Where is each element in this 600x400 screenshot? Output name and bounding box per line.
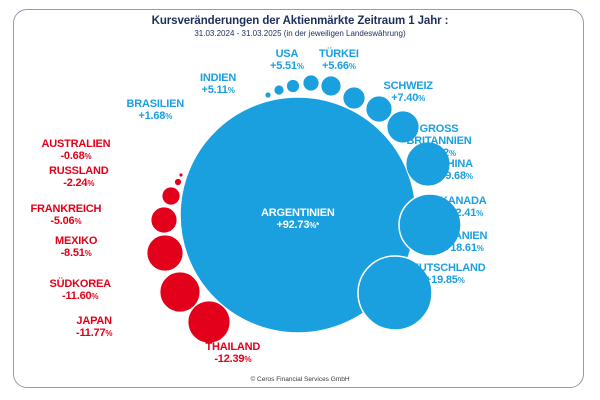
bubble-schweiz <box>320 75 342 97</box>
label-name: THAILAND <box>205 341 261 353</box>
label-name: SCHWEIZ <box>383 80 434 92</box>
label-name: JAPAN <box>76 315 112 327</box>
label-value: +5.11% <box>201 84 235 96</box>
label-value: +5.51% <box>270 60 304 72</box>
bubble-russland <box>174 178 182 186</box>
label-value: +19.85% <box>424 274 465 286</box>
label-kanada: KANADA +12.41% <box>440 195 487 220</box>
label-argentinien: ARGENTINIEN +92.73%* <box>261 207 335 232</box>
label-usa: USA +5.51% <box>270 48 304 73</box>
label-value: -2.24% <box>63 177 95 189</box>
label-name: ARGENTINIEN <box>261 207 335 219</box>
label-name: RUSSLAND <box>49 165 109 177</box>
label-schweiz: SCHWEIZ +7.40% <box>383 80 434 105</box>
label-name: DEUTSCHLAND <box>404 262 486 274</box>
bubble-china <box>386 110 420 144</box>
label-name: KANADA <box>440 195 487 207</box>
bubble-mexiko <box>150 206 178 234</box>
chart-title: Kursveränderungen der Aktienmärkte Zeitr… <box>151 15 449 27</box>
label-name: TÜRKEI <box>319 48 359 60</box>
bubble-indien <box>273 84 285 96</box>
label-name: FRANKREICH <box>30 203 102 215</box>
bubble-china <box>365 95 393 123</box>
copyright-footer: © Ceros Financial Services GmbH <box>250 376 350 383</box>
label-name: CHINA <box>439 158 473 170</box>
label-thailand: THAILAND -12.39% <box>206 341 261 366</box>
label-spanien: SPANIEN +18.61% <box>441 230 488 255</box>
bubble-japan <box>159 271 201 313</box>
label-value: +7.40% <box>391 92 426 104</box>
bubble-deutschland <box>357 255 433 331</box>
label-name: USA <box>275 48 299 60</box>
label-value: -11.60% <box>62 290 99 302</box>
bubble-thailand <box>187 300 231 344</box>
label-mexiko: MEXIKO -8.51% <box>55 235 97 260</box>
bubble-türkei <box>302 74 320 92</box>
label-japan: JAPAN -11.77% <box>76 315 113 340</box>
bubble-kanada <box>405 141 451 187</box>
label-deutschland: DEUTSCHLAND +19.85% <box>404 262 486 287</box>
label-value: +7.92% <box>422 147 456 159</box>
label-value: -11.77% <box>76 327 113 339</box>
label-value: +5.66% <box>321 60 356 72</box>
label-value: +9.68% <box>439 170 473 182</box>
label-australien: AUSTRALIEN -0.68% <box>42 138 111 163</box>
label-name: MEXIKO <box>55 235 98 247</box>
label-value: -12.39% <box>214 353 252 365</box>
bubble-australien <box>178 172 184 178</box>
chart-frame <box>13 9 584 388</box>
label-value: -8.51% <box>60 247 92 259</box>
label-name-line2: BRITANNIEN <box>406 135 472 147</box>
label-name: AUSTRALIEN <box>41 138 111 150</box>
label-name: GROSS <box>419 123 459 135</box>
label-value: +1.68% <box>138 110 173 122</box>
label-value: -0.68% <box>60 150 92 162</box>
label-name: SPANIEN <box>440 230 488 242</box>
label-value: +92.73%* <box>276 219 320 231</box>
label-indien: INDIEN +5.11% <box>200 72 236 97</box>
label-name: INDIEN <box>200 72 237 84</box>
bubble-südkorea <box>146 234 184 272</box>
bubble-spanien <box>398 193 462 257</box>
label-frankreich: FRANKREICH -5.06% <box>31 203 102 228</box>
label-name: BRASILIEN <box>126 98 185 110</box>
label-südkorea: SÜDKOREA -11.60% <box>49 278 112 303</box>
label-value: -5.06% <box>50 215 82 227</box>
label-türkei: TÜRKEI +5.66% <box>319 48 359 73</box>
chart-subtitle: 31.03.2024 - 31.03.2025 (in der jeweilig… <box>194 29 406 38</box>
label-value: +12.41% <box>443 207 484 219</box>
label-china: CHINA +9.68% <box>439 158 473 183</box>
label-value: +18.61% <box>444 242 484 254</box>
bubble-brasilien <box>264 91 272 99</box>
bubble-gross-britannien <box>342 86 366 110</box>
label-russland: RUSSLAND -2.24% <box>49 165 109 190</box>
label-brasilien: BRASILIEN +1.68% <box>126 98 185 123</box>
bubble-frankreich <box>161 186 181 206</box>
label-gross-britannien: GROSS BRITANNIEN +7.92% <box>407 123 472 160</box>
bubble-usa <box>286 79 300 93</box>
label-name: SÜDKOREA <box>49 278 112 290</box>
